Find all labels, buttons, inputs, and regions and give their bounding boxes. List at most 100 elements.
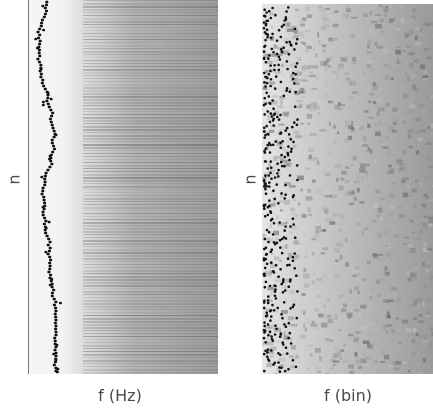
peak-marker: [46, 91, 50, 95]
peak-marker: [263, 215, 267, 218]
peak-marker: [38, 54, 42, 58]
peak-marker: [277, 275, 280, 279]
peak-marker: [269, 69, 272, 73]
peak-marker: [262, 328, 266, 332]
peak-marker: [52, 303, 56, 307]
peak-marker: [50, 162, 54, 166]
peak-marker: [274, 288, 277, 291]
peak-marker: [279, 333, 283, 336]
peak-marker: [50, 291, 54, 295]
peak-marker: [264, 38, 267, 42]
peak-marker: [52, 147, 57, 151]
peak-marker: [281, 280, 285, 284]
peak-marker: [295, 274, 298, 278]
peak-marker: [295, 164, 299, 167]
peak-marker: [267, 133, 270, 136]
peak-marker: [270, 177, 273, 180]
peak-marker: [266, 299, 270, 302]
peak-marker: [53, 360, 57, 364]
peak-marker: [273, 290, 277, 293]
peak-marker: [279, 35, 283, 39]
peak-marker: [283, 369, 287, 373]
peak-marker: [262, 352, 266, 356]
peak-marker: [48, 165, 52, 169]
peak-marker: [263, 151, 267, 154]
peak-marker: [42, 222, 46, 226]
peak-marker: [296, 178, 299, 182]
right-y-axis-label: n: [240, 174, 260, 185]
peak-marker: [271, 339, 275, 343]
peak-marker: [266, 36, 269, 39]
peak-marker: [272, 221, 276, 225]
peak-marker: [263, 113, 266, 116]
peak-marker: [267, 334, 270, 337]
peak-marker: [276, 306, 279, 310]
peak-marker: [273, 176, 277, 179]
peak-marker: [48, 283, 52, 287]
peak-marker: [262, 272, 266, 276]
peak-marker: [269, 319, 272, 322]
peak-marker: [287, 321, 291, 325]
peak-marker: [42, 15, 46, 19]
peak-marker: [41, 4, 45, 8]
peak-marker: [288, 331, 292, 335]
peak-marker: [291, 255, 295, 259]
peak-marker: [272, 363, 275, 366]
peak-marker: [54, 327, 58, 331]
peak-marker: [272, 51, 275, 54]
peak-marker: [278, 58, 282, 61]
peak-marker: [265, 185, 268, 188]
peak-marker: [280, 251, 284, 255]
peak-marker: [287, 336, 290, 340]
peak-marker: [268, 185, 271, 188]
peak-marker: [273, 242, 277, 246]
peak-marker: [43, 228, 47, 232]
peak-marker: [267, 174, 270, 177]
peak-marker: [39, 72, 43, 76]
peak-marker: [296, 37, 299, 41]
peak-marker: [268, 181, 271, 184]
peak-marker: [293, 236, 297, 239]
peak-marker: [293, 267, 296, 270]
peak-marker: [263, 71, 266, 75]
peak-marker: [285, 89, 288, 92]
peak-marker: [263, 321, 266, 324]
peak-marker: [268, 330, 272, 334]
peak-marker: [274, 140, 277, 143]
peak-marker: [42, 198, 46, 202]
peak-marker: [296, 118, 299, 121]
peak-marker: [266, 167, 269, 170]
peak-marker: [38, 69, 42, 73]
peak-marker: [281, 316, 284, 320]
peak-marker: [38, 39, 42, 43]
peak-marker: [265, 11, 268, 14]
peak-marker: [280, 50, 284, 54]
peak-marker: [269, 16, 273, 20]
peak-marker: [263, 247, 266, 251]
peak-marker: [287, 133, 291, 136]
peak-marker: [278, 238, 282, 242]
peak-marker: [263, 369, 266, 373]
peak-marker: [53, 339, 57, 343]
peak-marker: [273, 64, 276, 67]
peak-marker: [44, 3, 49, 7]
peak-marker: [51, 126, 55, 130]
peak-marker: [50, 285, 54, 289]
peak-marker: [271, 303, 274, 307]
peak-marker: [269, 250, 273, 254]
peak-marker: [276, 115, 279, 119]
peak-marker: [274, 75, 278, 78]
peak-marker: [294, 365, 298, 369]
peak-marker: [56, 367, 60, 371]
peak-marker: [283, 197, 286, 200]
peak-marker: [263, 81, 266, 84]
peak-marker: [40, 81, 44, 85]
peak-marker: [269, 211, 273, 214]
peak-marker: [286, 154, 290, 157]
peak-marker: [294, 73, 297, 76]
peak-marker: [43, 216, 47, 220]
peak-marker: [289, 138, 293, 141]
peak-marker: [34, 37, 38, 41]
peak-marker: [44, 250, 48, 254]
peak-marker: [262, 21, 266, 24]
